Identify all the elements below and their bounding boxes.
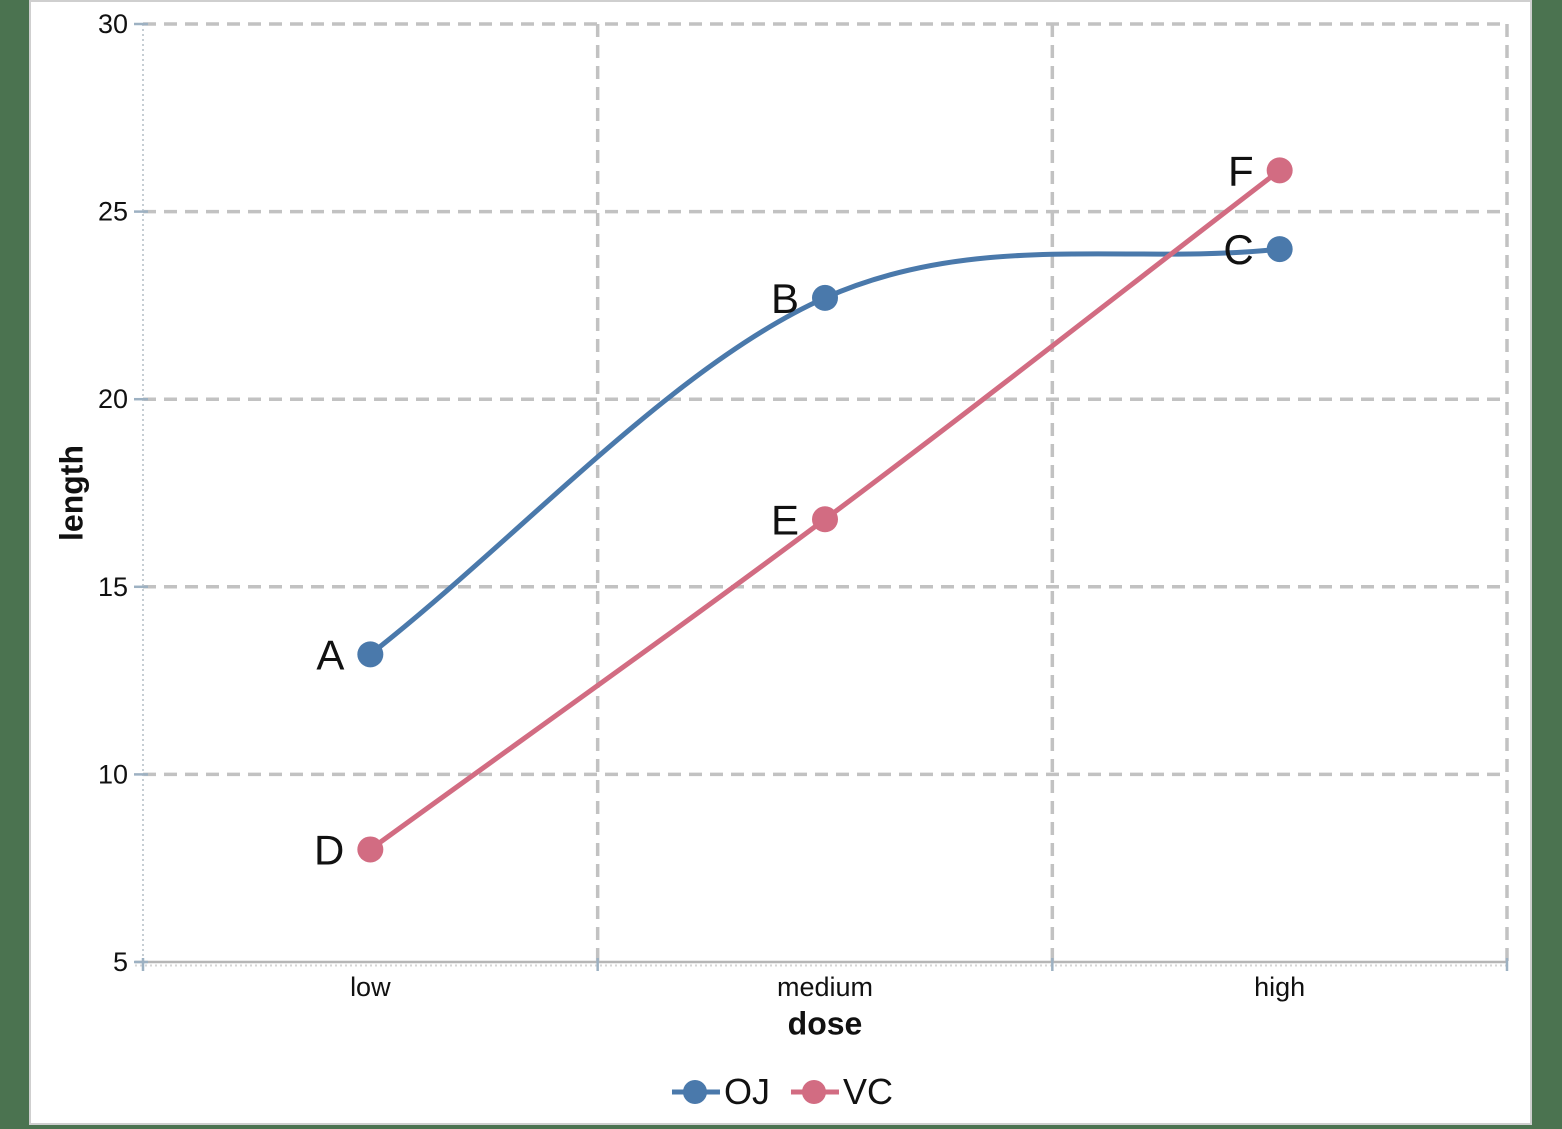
y-tick-label: 25 bbox=[98, 197, 128, 227]
y-axis-title: length bbox=[53, 445, 90, 541]
y-tick-label: 30 bbox=[98, 9, 128, 39]
data-point-oj-medium bbox=[812, 284, 838, 311]
legend-label: VC bbox=[843, 1071, 894, 1112]
point-label: B bbox=[771, 275, 799, 322]
legend-label: OJ bbox=[723, 1071, 770, 1112]
x-tick-label: low bbox=[350, 972, 391, 1002]
point-label: A bbox=[316, 631, 344, 678]
legend-swatch-icon bbox=[791, 1080, 839, 1104]
data-point-vc-low bbox=[357, 836, 384, 863]
y-tick-label: 10 bbox=[98, 759, 128, 789]
legend: OJ VC bbox=[671, 1071, 893, 1113]
point-label: C bbox=[1223, 226, 1253, 273]
x-tick-label: high bbox=[1254, 972, 1305, 1002]
chart-card bbox=[29, 0, 1532, 1125]
x-axis-title: dose bbox=[787, 1005, 863, 1042]
data-point-vc-high bbox=[1266, 157, 1293, 184]
data-point-oj-high bbox=[1266, 236, 1293, 263]
legend-item-vc[interactable]: VC bbox=[790, 1071, 893, 1113]
x-tick-label: medium bbox=[777, 972, 873, 1002]
data-point-oj-low bbox=[357, 641, 384, 668]
point-label: E bbox=[771, 496, 799, 543]
legend-swatch-icon bbox=[671, 1080, 720, 1104]
data-point-vc-medium bbox=[812, 506, 838, 533]
point-label: D bbox=[314, 826, 344, 873]
legend-item-oj[interactable]: OJ bbox=[671, 1071, 770, 1113]
point-label: F bbox=[1228, 147, 1254, 194]
y-tick-label: 5 bbox=[113, 947, 128, 977]
y-tick-label: 15 bbox=[98, 572, 128, 602]
y-tick-label: 20 bbox=[98, 384, 128, 414]
